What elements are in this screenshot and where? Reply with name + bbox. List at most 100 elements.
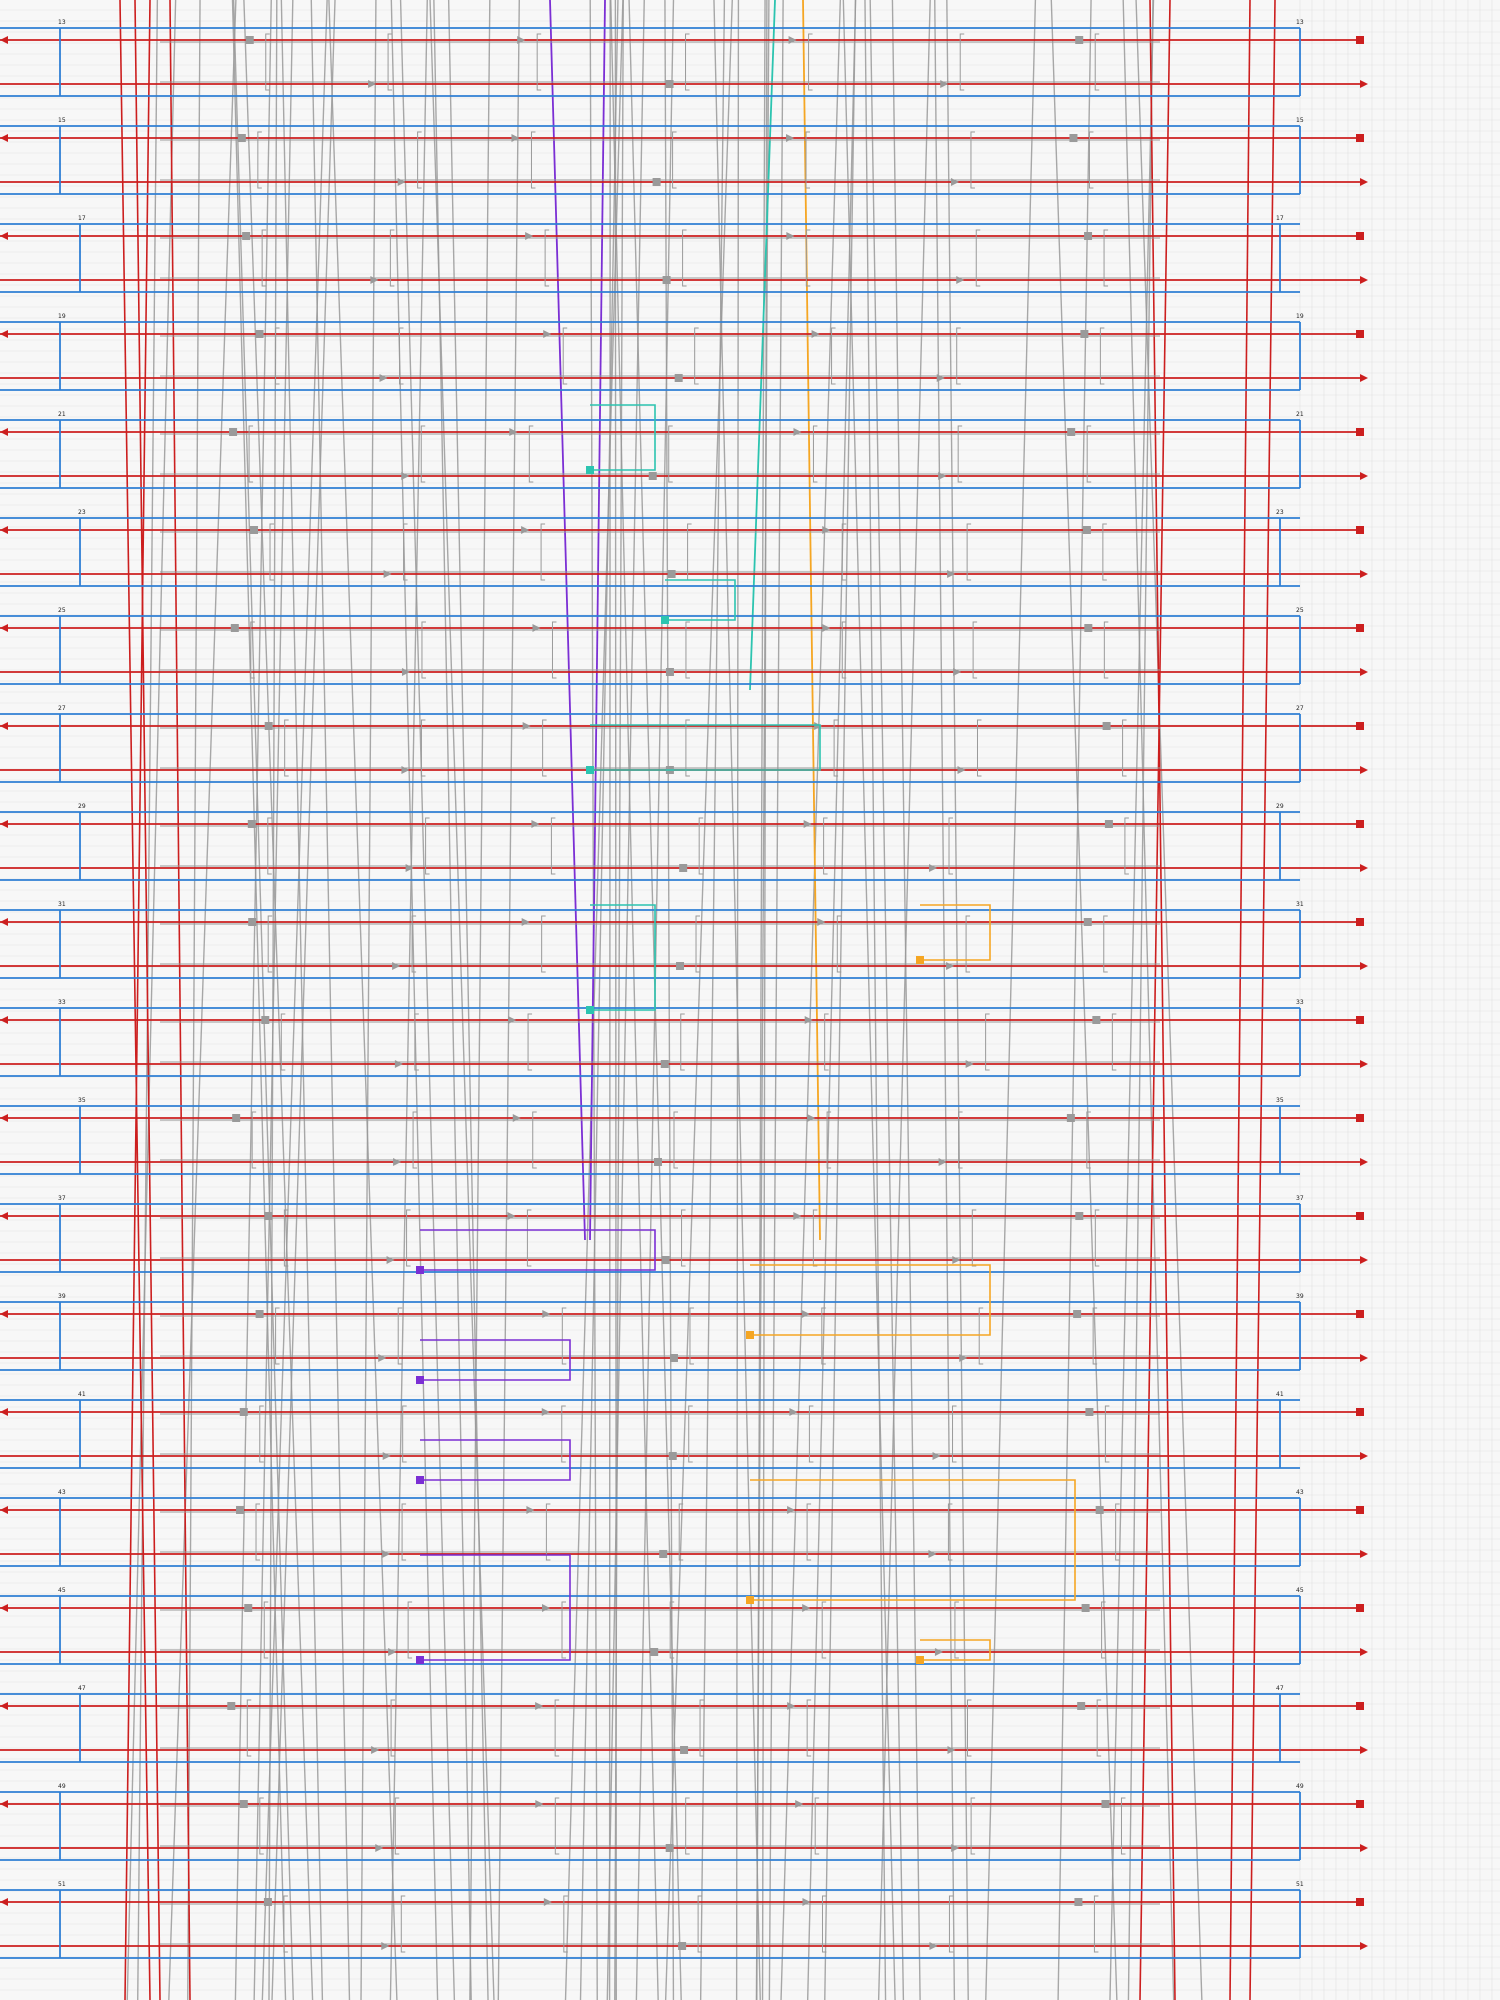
teal-wire xyxy=(749,0,776,691)
gray-bracket xyxy=(952,1405,957,1463)
red-arrow xyxy=(0,232,8,240)
red-terminal xyxy=(1356,526,1364,534)
gray-bracket xyxy=(401,1503,407,1561)
gray-bracket xyxy=(1086,1111,1091,1169)
red-terminal xyxy=(1356,134,1364,142)
gray-bracket xyxy=(1086,425,1092,483)
gray-arrow xyxy=(953,668,962,676)
gray-terminal xyxy=(245,36,254,44)
gray-bracket xyxy=(530,131,536,189)
wire-label: 25 xyxy=(58,607,66,614)
gray-bracket xyxy=(275,1307,280,1365)
gray-terminal xyxy=(264,1212,273,1220)
gray-bracket xyxy=(821,1307,826,1365)
red-arrow xyxy=(0,36,8,44)
gray-terminal xyxy=(652,178,661,186)
gray-bracket xyxy=(414,1013,419,1071)
wire-label: 35 xyxy=(78,1097,86,1104)
gray-arrow xyxy=(803,820,812,828)
gray-bracket xyxy=(808,1405,814,1463)
gray-arrow xyxy=(938,472,947,480)
red-arrow xyxy=(0,428,8,436)
purple-loop-terminal xyxy=(416,1476,424,1484)
red-arrow xyxy=(0,1800,8,1808)
wire-label: 29 xyxy=(1276,803,1284,810)
gray-bracket xyxy=(257,131,262,189)
orange-loop xyxy=(920,1639,991,1661)
gray-bracket xyxy=(966,1699,972,1757)
gray-terminal xyxy=(255,330,264,338)
teal-loop-terminal xyxy=(586,1006,594,1014)
gray-bracket xyxy=(668,425,673,483)
gray-arrow xyxy=(383,570,392,578)
wire-label: 47 xyxy=(1276,1685,1284,1692)
red-arrow xyxy=(1360,1648,1368,1656)
red-arrow xyxy=(1360,80,1368,88)
gray-arrow xyxy=(517,36,526,44)
gray-arrow xyxy=(807,1114,816,1122)
gray-bracket xyxy=(978,1307,984,1365)
orange-wire xyxy=(802,0,821,1241)
gray-bracket xyxy=(689,1307,694,1365)
gray-bracket xyxy=(269,523,275,581)
gray-bracket xyxy=(1093,1895,1099,1953)
gray-terminal xyxy=(660,1060,669,1068)
gray-bracket xyxy=(280,1013,286,1071)
wire-label: 31 xyxy=(1296,901,1304,908)
gray-arrow xyxy=(795,1800,804,1808)
gray-arrow xyxy=(822,526,831,534)
gray-bracket xyxy=(542,719,547,777)
red-terminal xyxy=(1356,1604,1364,1612)
gray-bracket xyxy=(812,1209,818,1267)
teal-loop xyxy=(590,904,656,1011)
gray-arrow xyxy=(811,330,820,338)
red-arrow xyxy=(1360,1060,1368,1068)
gray-bracket xyxy=(966,523,972,581)
red-terminal xyxy=(1356,428,1364,436)
wire-label: 27 xyxy=(58,705,66,712)
gray-arrow xyxy=(379,374,388,382)
gray-terminal xyxy=(263,1898,272,1906)
red-terminal xyxy=(1356,1702,1364,1710)
gray-bracket xyxy=(1124,817,1129,875)
teal-loop-terminal xyxy=(586,766,594,774)
gray-bracket xyxy=(976,719,982,777)
gray-arrow xyxy=(371,1746,380,1754)
gray-bracket xyxy=(1103,621,1109,679)
gray-terminal xyxy=(1083,918,1092,926)
gray-bracket xyxy=(390,1699,396,1757)
red-arrow xyxy=(0,1212,8,1220)
red-arrow xyxy=(0,1898,8,1906)
gray-terminal xyxy=(654,1158,663,1166)
gray-arrow xyxy=(401,472,410,480)
red-arrow xyxy=(0,1016,8,1024)
gray-bracket xyxy=(1094,33,1100,91)
gray-arrow xyxy=(405,864,414,872)
gray-arrow xyxy=(511,134,520,142)
gray-bracket xyxy=(259,1405,264,1463)
gray-arrow xyxy=(509,428,518,436)
gray-terminal xyxy=(229,428,238,436)
gray-bracket xyxy=(267,915,273,973)
wire-label: 15 xyxy=(1296,117,1304,124)
wire-label: 25 xyxy=(1296,607,1304,614)
gray-arrow xyxy=(957,766,966,774)
gray-terminal xyxy=(665,80,674,88)
gray-arrow xyxy=(508,1016,517,1024)
gray-bracket xyxy=(673,1111,679,1169)
gray-arrow xyxy=(802,1604,811,1612)
wire-label: 43 xyxy=(1296,1489,1304,1496)
gray-terminal xyxy=(1081,1604,1090,1612)
red-arrow xyxy=(1360,1746,1368,1754)
gray-bracket xyxy=(541,915,546,973)
gray-bracket xyxy=(805,131,811,189)
purple-loop-terminal xyxy=(416,1376,424,1384)
red-terminal xyxy=(1356,1016,1364,1024)
gray-arrow xyxy=(951,1844,960,1852)
wire-label: 21 xyxy=(58,411,66,418)
red-terminal xyxy=(1356,624,1364,632)
gray-terminal xyxy=(1075,1212,1084,1220)
gray-arrow xyxy=(786,232,795,240)
red-arrow xyxy=(0,624,8,632)
